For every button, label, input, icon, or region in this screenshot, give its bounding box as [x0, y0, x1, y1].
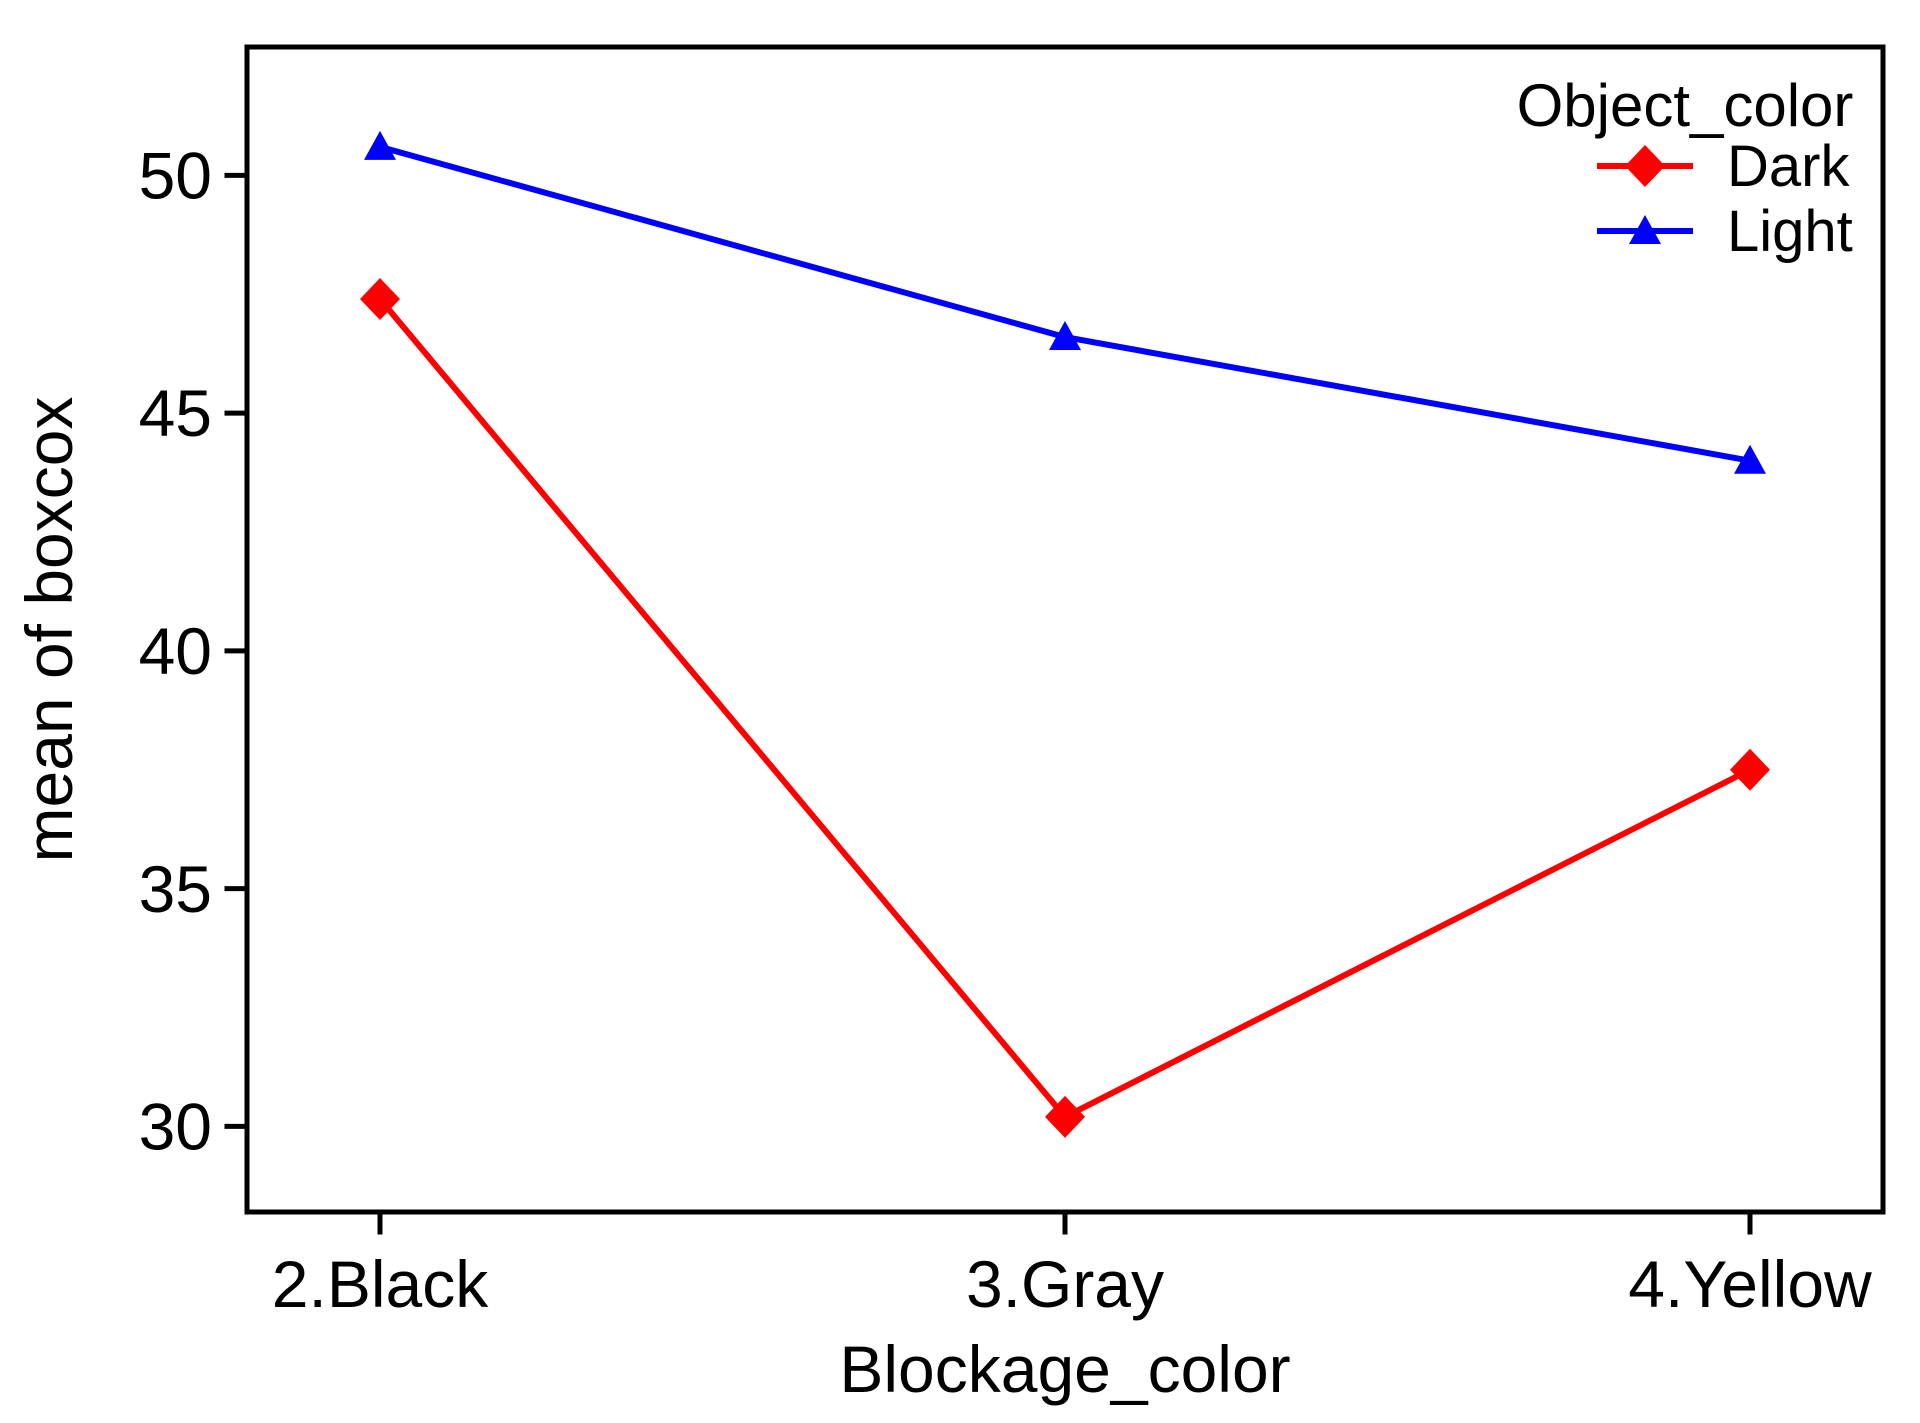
- series-marker-dark-2: [1730, 748, 1770, 791]
- series-marker-light-0: [364, 130, 396, 160]
- legend-label-dark: Dark: [1727, 134, 1850, 199]
- legend-marker-light: [1629, 215, 1661, 244]
- plot-border: [244, 44, 1886, 1215]
- legend-label-light: Light: [1727, 199, 1853, 264]
- y-tick-label: 35: [139, 852, 212, 926]
- y-axis-title: mean of boxcox: [12, 397, 86, 863]
- series-marker-dark-1: [1045, 1095, 1085, 1138]
- legend-item-dark: Dark: [1597, 134, 1850, 199]
- series-marker-light-2: [1734, 444, 1766, 474]
- series-marker-light-1: [1049, 321, 1081, 351]
- x-tick-label: 2.Black: [272, 1247, 489, 1321]
- x-tick-label: 4.Yellow: [1628, 1247, 1872, 1321]
- y-tick-label: 45: [139, 376, 212, 450]
- series-marker-dark-0: [360, 278, 400, 321]
- x-axis-title: Blockage_color: [839, 1332, 1290, 1406]
- legend-title: Object_color: [1517, 72, 1854, 139]
- x-tick-label: 3.Gray: [966, 1247, 1164, 1321]
- legend-marker-dark: [1625, 145, 1665, 187]
- legend-item-light: Light: [1597, 199, 1853, 264]
- y-tick-label: 50: [139, 138, 212, 212]
- y-tick-label: 30: [139, 1090, 212, 1164]
- y-tick-label: 40: [139, 614, 212, 688]
- series-line-light: [379, 143, 1751, 464]
